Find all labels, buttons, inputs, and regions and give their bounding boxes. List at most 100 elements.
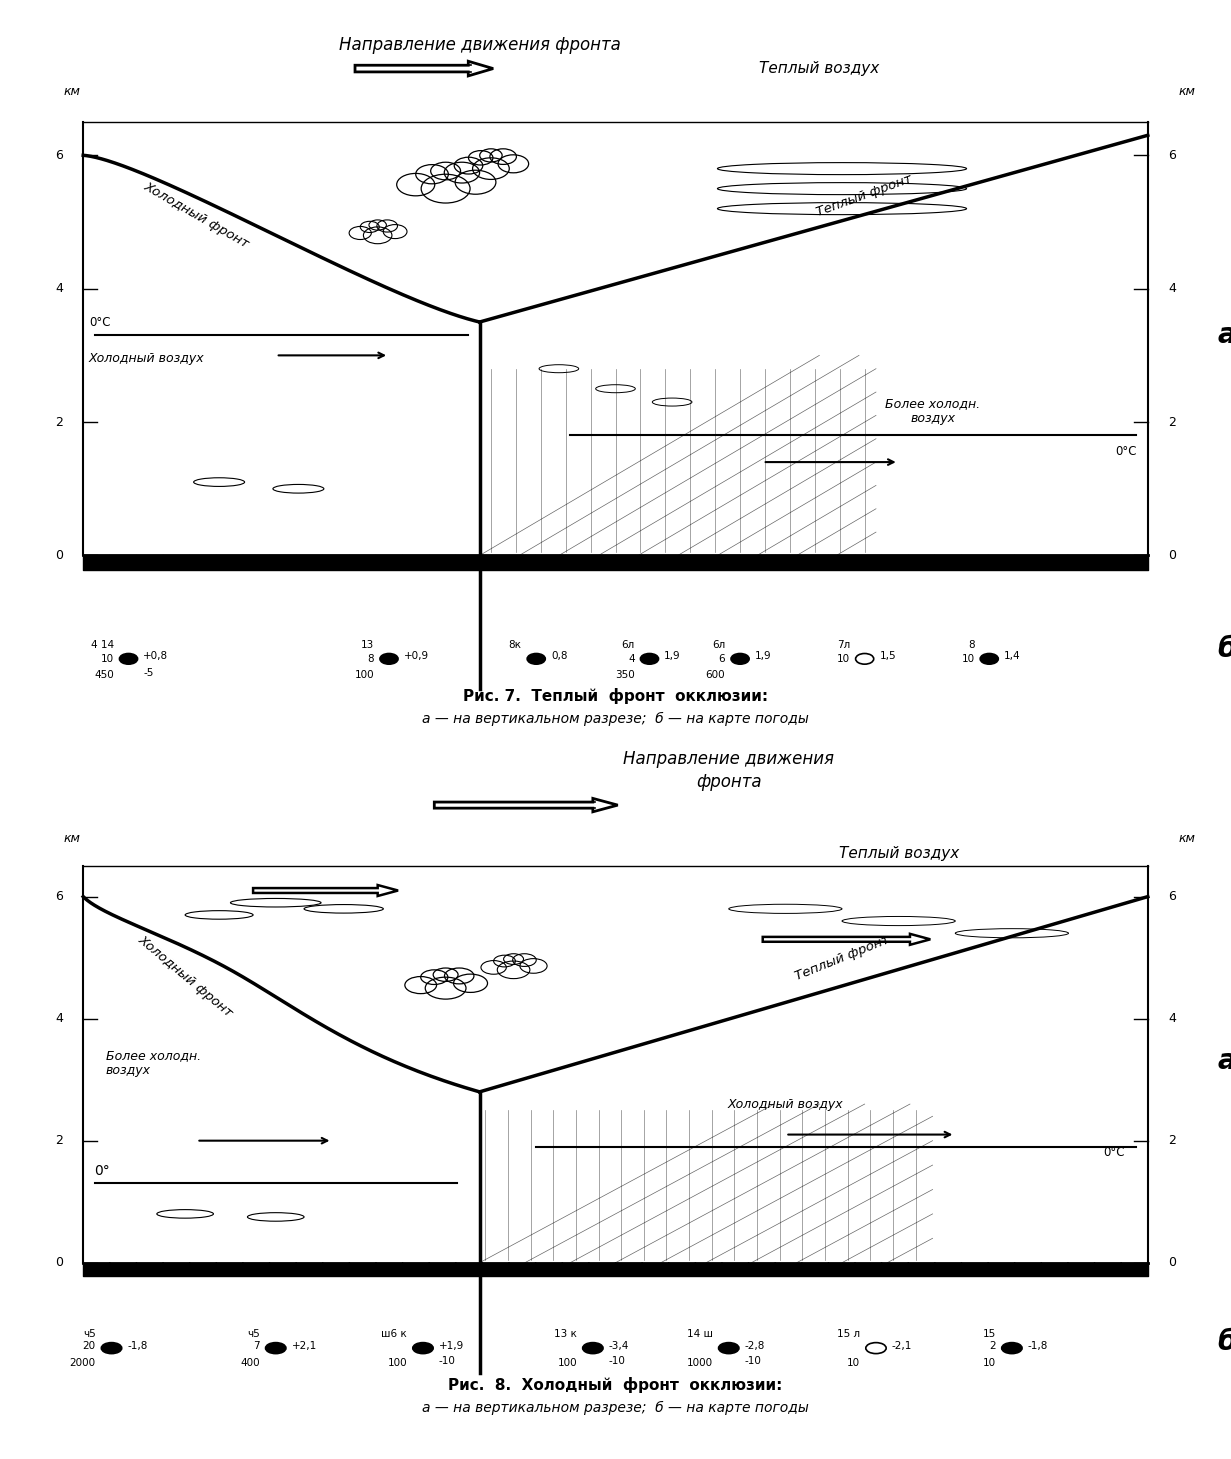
Text: 0: 0 [1168,549,1176,562]
Text: 1,9: 1,9 [665,651,681,661]
Circle shape [266,1342,286,1354]
Text: б: б [1217,635,1231,662]
Text: Теплый фронт: Теплый фронт [793,932,891,982]
Circle shape [101,1342,122,1354]
Text: 4: 4 [628,654,635,664]
FancyArrow shape [355,61,494,76]
Text: +0,8: +0,8 [143,651,169,661]
Text: -10: -10 [608,1355,625,1366]
Text: б: б [1217,1328,1231,1355]
Text: -10: -10 [745,1355,762,1366]
Text: Более холодн.
воздух: Более холодн. воздух [106,1049,201,1077]
Text: Рис. 7.  Теплый  фронт  окклюзии:: Рис. 7. Теплый фронт окклюзии: [463,687,768,703]
Circle shape [980,654,998,664]
Text: Теплый воздух: Теплый воздух [760,61,879,76]
Text: 0: 0 [55,1256,63,1269]
Text: Направление движения: Направление движения [623,750,835,769]
Text: Направление движения фронта: Направление движения фронта [339,36,620,54]
Text: 100: 100 [558,1358,577,1369]
Text: ч5: ч5 [82,1329,96,1339]
Text: 1,4: 1,4 [1004,651,1020,661]
Text: 0,8: 0,8 [551,651,567,661]
Text: а — на вертикальном разрезе;  б — на карте погоды: а — на вертикальном разрезе; б — на карт… [422,1401,809,1415]
Text: -2,1: -2,1 [891,1341,912,1351]
Text: Холодный воздух: Холодный воздух [728,1097,843,1110]
Text: Рис.  8.  Холодный  фронт  окклюзии:: Рис. 8. Холодный фронт окклюзии: [448,1377,783,1393]
Text: фронта: фронта [696,773,762,791]
Circle shape [527,654,545,664]
FancyArrow shape [763,934,931,945]
Text: -3,4: -3,4 [608,1341,629,1351]
Circle shape [119,654,138,664]
FancyArrow shape [435,798,618,811]
Text: 450: 450 [94,670,113,680]
FancyArrow shape [254,886,398,896]
Text: 2: 2 [1168,1134,1176,1147]
Text: 4: 4 [55,1013,63,1026]
Text: 10: 10 [837,654,849,664]
Text: 20: 20 [82,1341,96,1351]
Text: 0: 0 [55,549,63,562]
Text: 1000: 1000 [687,1358,713,1369]
Text: км: км [64,832,80,845]
Text: 10: 10 [101,654,113,664]
Text: Холодный фронт: Холодный фронт [135,932,235,1020]
Text: -2,8: -2,8 [745,1341,764,1351]
Text: 6л: 6л [622,641,635,651]
Text: 8: 8 [368,654,374,664]
Text: +1,9: +1,9 [438,1341,464,1351]
Text: 8: 8 [968,641,975,651]
Text: 15: 15 [982,1329,996,1339]
Text: 10: 10 [847,1358,860,1369]
Text: 6: 6 [719,654,725,664]
Text: км: км [1179,86,1195,98]
Text: Холодный фронт: Холодный фронт [142,179,251,251]
Text: -5: -5 [143,668,154,677]
Text: -1,8: -1,8 [127,1341,148,1351]
Text: 15 л: 15 л [837,1329,860,1339]
Text: -10: -10 [438,1355,455,1366]
Text: км: км [64,86,80,98]
Text: 14 ш: 14 ш [687,1329,713,1339]
Text: 4 14: 4 14 [91,641,113,651]
Text: 2: 2 [55,1134,63,1147]
Text: Теплый воздух: Теплый воздух [838,846,959,861]
Text: 0°: 0° [95,1164,111,1179]
Text: Более холодн.
воздух: Более холодн. воздух [885,397,980,426]
Circle shape [1002,1342,1022,1354]
Circle shape [640,654,659,664]
Text: 0°С: 0°С [1115,445,1136,458]
Text: +2,1: +2,1 [292,1341,316,1351]
Text: 1,5: 1,5 [879,651,896,661]
Text: +0,9: +0,9 [404,651,428,661]
Circle shape [731,654,750,664]
Text: а: а [1217,1048,1231,1075]
Text: 2: 2 [990,1341,996,1351]
Text: 4: 4 [1168,282,1176,295]
Text: 600: 600 [705,670,725,680]
Text: 2: 2 [55,416,63,429]
Text: а: а [1217,321,1231,349]
Text: 0°С: 0°С [89,315,111,328]
Text: 100: 100 [388,1358,407,1369]
Text: -1,8: -1,8 [1028,1341,1048,1351]
Text: 8к: 8к [508,641,522,651]
Text: 0: 0 [1168,1256,1176,1269]
Text: 4: 4 [1168,1013,1176,1026]
Text: Теплый фронт: Теплый фронт [815,172,915,219]
Text: 350: 350 [616,670,635,680]
Circle shape [719,1342,739,1354]
Text: 13 к: 13 к [554,1329,577,1339]
Text: Холодный воздух: Холодный воздух [89,352,204,365]
Text: 2000: 2000 [69,1358,96,1369]
Text: 1,9: 1,9 [755,651,772,661]
Text: 100: 100 [355,670,374,680]
Text: 400: 400 [240,1358,260,1369]
Text: 6: 6 [1168,890,1176,903]
Text: 4: 4 [55,282,63,295]
Text: 6: 6 [55,890,63,903]
Text: а — на вертикальном разрезе;  б — на карте погоды: а — на вертикальном разрезе; б — на карт… [422,712,809,727]
Text: 10: 10 [961,654,975,664]
Text: ш6 к: ш6 к [382,1329,407,1339]
Text: 7л: 7л [837,641,849,651]
